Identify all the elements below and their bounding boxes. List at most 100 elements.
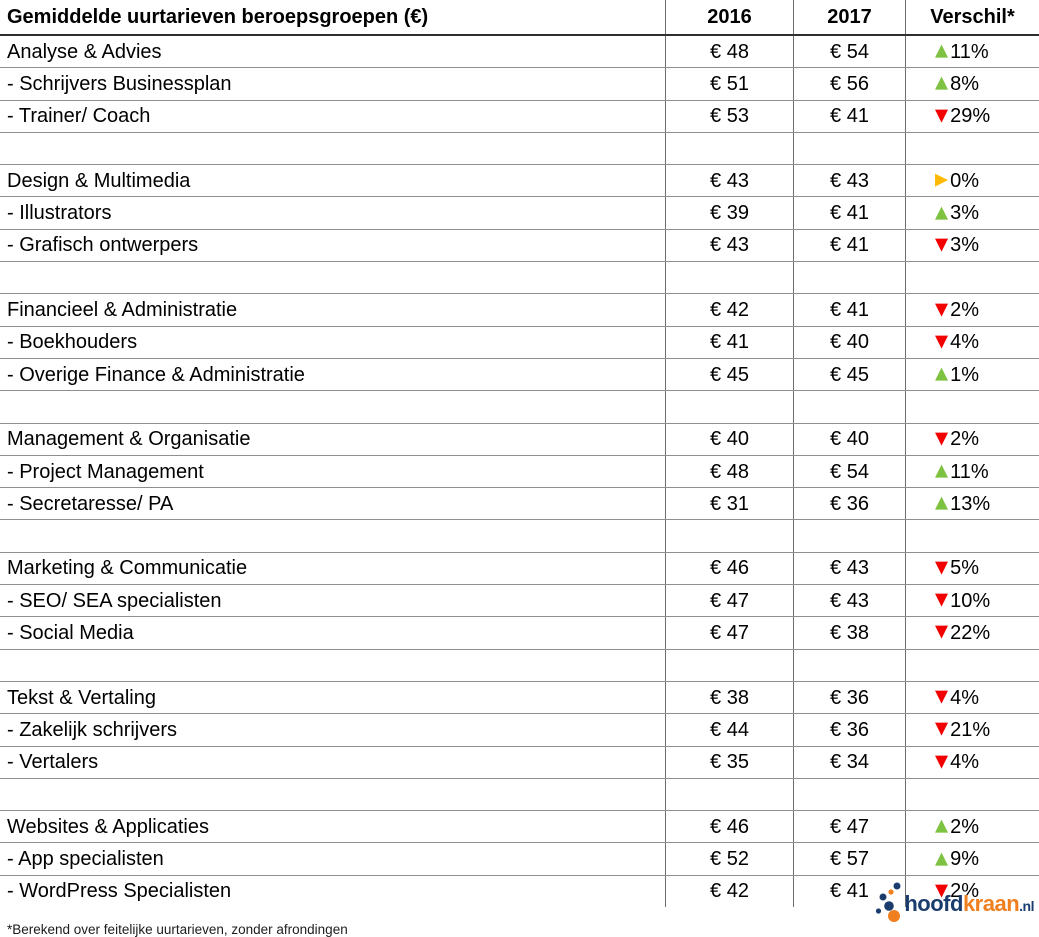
table-row: Marketing & Communicatie € 46 € 43 ▼ 5% [0, 552, 1039, 586]
rate-2016-cell: € 40 [665, 423, 793, 455]
diff-cell: ▼ 29% [905, 100, 1039, 132]
table-title: Gemiddelde uurtarieven beroepsgroepen (€… [7, 6, 429, 28]
row-label: Analyse & Advies [7, 40, 162, 63]
trend-up-icon: ▲ [935, 815, 949, 836]
row-label: Tekst & Vertaling [7, 686, 156, 709]
table-row: Websites & Applicaties € 46 € 47 ▲ 2% [0, 811, 1039, 844]
spacer-2016-cell [665, 262, 793, 294]
row-label: - Overige Finance & Administratie [7, 363, 305, 386]
diff-value: 2% [950, 428, 979, 451]
row-label: Design & Multimedia [7, 169, 191, 192]
rate-2017-cell: € 41 [793, 229, 905, 262]
rate-2016-cell: € 43 [665, 229, 793, 262]
table-row: - Boekhouders € 41 € 40 ▼ 4% [0, 326, 1039, 359]
column-header-verschil: Verschil* [905, 0, 1039, 34]
spacer-label-cell [0, 262, 665, 293]
water-splash-icon [876, 882, 901, 922]
row-label: Management & Organisatie [7, 428, 251, 451]
spacer-2017-cell [793, 132, 905, 165]
row-label: - Boekhouders [7, 331, 138, 354]
rate-2016-cell: € 48 [665, 36, 793, 68]
trend-down-icon: ▼ [935, 105, 949, 126]
spacer-row [0, 391, 1039, 424]
spacer-2017-cell [793, 649, 905, 681]
rate-2016-cell: € 38 [665, 681, 793, 714]
rate-2017-cell: € 36 [793, 714, 905, 746]
table-row: - App specialisten € 52 € 57 ▲ 9% [0, 843, 1039, 876]
column-header-2016: 2016 [665, 0, 793, 34]
diff-value: 29% [950, 105, 991, 128]
spacer-diff-cell [905, 262, 1039, 294]
logo-suffix-nl: .nl [1019, 898, 1034, 914]
trend-up-icon: ▲ [935, 72, 949, 93]
trend-down-icon: ▼ [935, 621, 949, 642]
trend-up-icon: ▲ [935, 363, 949, 384]
table-row: - Project Management € 48 € 54 ▲ 11% [0, 455, 1039, 489]
row-label: - SEO/ SEA specialisten [7, 589, 222, 612]
diff-cell: ▲ 1% [905, 358, 1039, 391]
table-row: Tekst & Vertaling € 38 € 36 ▼ 4% [0, 681, 1039, 715]
diff-value: 21% [950, 718, 991, 741]
spacer-label-cell [0, 391, 665, 422]
diff-value: 13% [950, 492, 991, 515]
rate-2016-cell: € 42 [665, 875, 793, 908]
diff-value: 1% [950, 363, 979, 386]
table-row: - WordPress Specialisten € 42 € 41 ▼ 2% [0, 875, 1039, 908]
spacer-diff-cell [905, 520, 1039, 552]
rate-2017-cell: € 41 [793, 875, 905, 908]
rate-2016-cell: € 42 [665, 294, 793, 326]
table-row: - SEO/ SEA specialisten € 47 € 43 ▼ 10% [0, 585, 1039, 618]
row-label: - Project Management [7, 460, 204, 483]
spacer-2016-cell [665, 391, 793, 423]
spacer-row [0, 649, 1039, 682]
logo-word-hoofd: hoofd [904, 891, 963, 916]
rate-2016-cell: € 53 [665, 100, 793, 132]
table-row: Analyse & Advies € 48 € 54 ▲ 11% [0, 36, 1039, 69]
row-label: - Schrijvers Businessplan [7, 72, 232, 95]
table-row: Design & Multimedia € 43 € 43 ▶ 0% [0, 165, 1039, 198]
rate-2017-cell: € 36 [793, 681, 905, 714]
rate-2017-cell: € 38 [793, 617, 905, 649]
diff-value: 5% [950, 557, 979, 580]
spacer-label-cell [0, 779, 665, 810]
table-row: - Grafisch ontwerpers € 43 € 41 ▼ 3% [0, 229, 1039, 263]
diff-value: 9% [950, 848, 979, 871]
spacer-2017-cell [793, 778, 905, 811]
table-row: - Social Media € 47 € 38 ▼ 22% [0, 617, 1039, 650]
diff-cell: ▼ 21% [905, 714, 1039, 746]
trend-down-icon: ▼ [935, 686, 949, 707]
column-header-2017: 2017 [793, 0, 905, 34]
diff-cell: ▼ 2% [905, 875, 1039, 908]
rate-2017-cell: € 43 [793, 552, 905, 585]
trend-up-icon: ▲ [935, 460, 949, 481]
diff-cell: ▼ 10% [905, 585, 1039, 617]
row-label: - Vertalers [7, 751, 99, 774]
rate-2016-cell: € 47 [665, 617, 793, 649]
spacer-diff-cell [905, 132, 1039, 165]
spacer-2016-cell [665, 649, 793, 681]
trend-down-icon: ▼ [935, 331, 949, 352]
trend-up-icon: ▲ [935, 848, 949, 869]
rate-2016-cell: € 43 [665, 165, 793, 197]
rate-2017-cell: € 56 [793, 68, 905, 100]
diff-value: 2% [950, 880, 979, 903]
diff-value: 10% [950, 589, 991, 612]
trend-down-icon: ▼ [935, 718, 949, 739]
diff-cell: ▼ 3% [905, 229, 1039, 262]
diff-value: 4% [950, 686, 979, 709]
diff-cell: ▲ 11% [905, 455, 1039, 488]
table-row: - Schrijvers Businessplan € 51 € 56 ▲ 8% [0, 68, 1039, 101]
diff-cell: ▼ 4% [905, 326, 1039, 358]
rate-2017-cell: € 41 [793, 197, 905, 229]
trend-down-icon: ▼ [935, 589, 949, 610]
diff-value: 2% [950, 815, 979, 838]
spacer-row [0, 778, 1039, 812]
rate-2017-cell: € 54 [793, 455, 905, 488]
diff-value: 3% [950, 202, 979, 225]
spacer-row [0, 262, 1039, 295]
spacer-label-cell [0, 650, 665, 681]
trend-down-icon: ▼ [935, 299, 949, 320]
row-label: Financieel & Administratie [7, 299, 238, 322]
table-row: - Illustrators € 39 € 41 ▲ 3% [0, 197, 1039, 230]
